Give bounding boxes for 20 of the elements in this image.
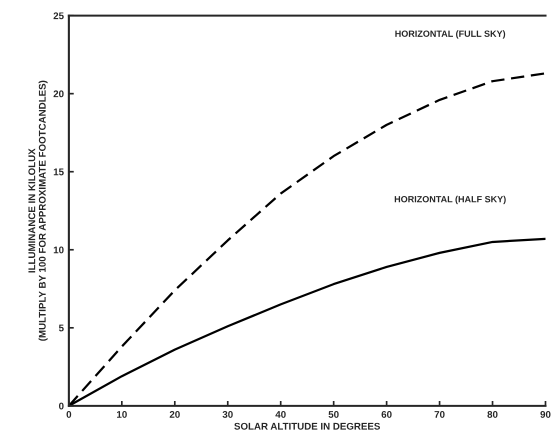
x-tick-label: 40 <box>275 410 286 418</box>
y-tick-label: 25 <box>54 12 64 20</box>
x-tick-label: 10 <box>117 410 127 418</box>
y-axis-title: ILLUMINANCE IN KILOLUX (MULTIPLY BY 100 FOR APPROXIMATE FOOTCANDLES) <box>28 80 48 341</box>
x-tick-label: 30 <box>222 410 233 418</box>
x-axis-title: SOLAR ALTITUDE IN DEGREES <box>234 422 380 430</box>
x-tick-label: 0 <box>66 410 72 418</box>
y-tick-label: 5 <box>58 324 64 332</box>
x-tick-label: 20 <box>170 410 180 418</box>
x-tick-label: 60 <box>382 410 392 418</box>
x-tick-label: 90 <box>540 410 550 418</box>
x-tick-label: 70 <box>434 410 445 418</box>
y-tick-label: 20 <box>54 90 64 98</box>
annotation: HORIZONTAL (HALF SKY) <box>394 196 506 204</box>
annotation: HORIZONTAL (FULL SKY) <box>395 30 506 39</box>
y-tick-label: 15 <box>54 168 64 176</box>
y-tick-label: 0 <box>58 402 64 410</box>
x-tick-label: 80 <box>487 410 498 418</box>
x-tick-label: 50 <box>328 410 339 418</box>
y-tick-label: 10 <box>54 246 64 254</box>
